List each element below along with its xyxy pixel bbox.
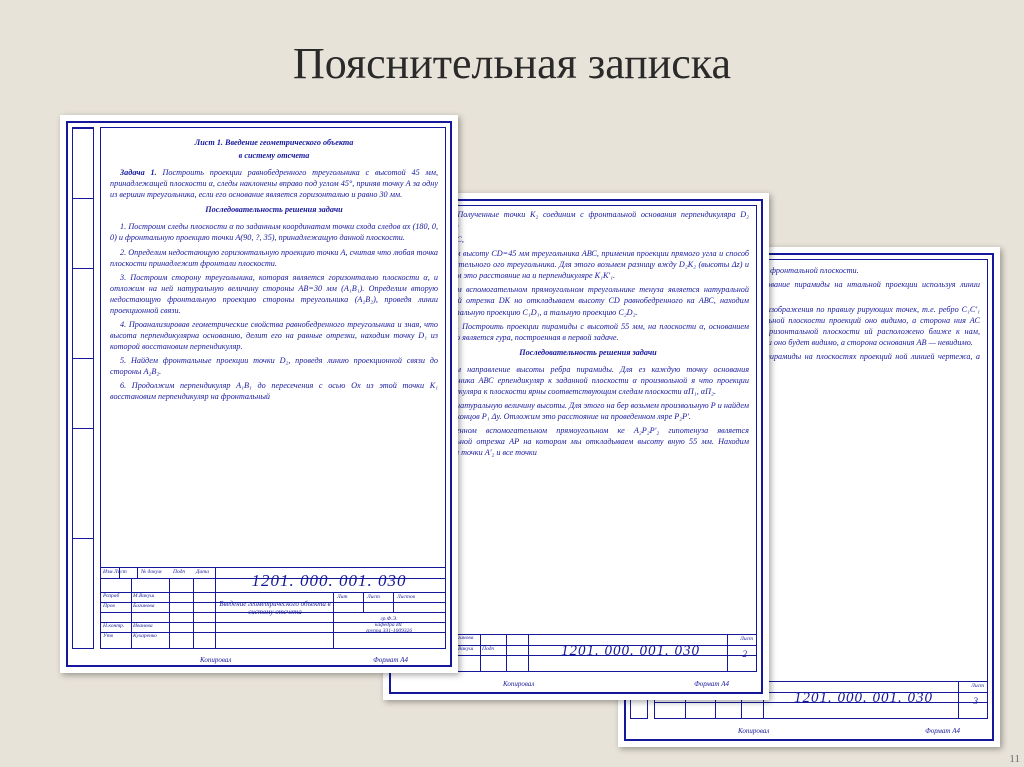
sheet-1: Лист 1. Введение геометрического объекта…	[60, 115, 458, 673]
s2-task: Построить проекции пирамиды с высотой 55…	[427, 322, 749, 342]
s1-p4: 4. Проанализировав геометрические свойст…	[110, 319, 438, 352]
copy-1: Копировал	[200, 656, 231, 664]
s1-p1: 1. Построим следы плоскости α по заданны…	[110, 221, 438, 243]
fmt-3: Формат А4	[925, 727, 960, 735]
copy-3: Копировал	[738, 727, 769, 735]
s2-p2: ка АВС,	[427, 234, 749, 245]
s1-p3: 3. Построим сторону треугольника, котора…	[110, 272, 438, 316]
slide-page-number: 11	[1009, 753, 1020, 765]
s2-p6: йдем натуральную величину высоты. Для эт…	[427, 400, 749, 422]
s1-p5: 5. Найдем фронтальные проекции точки D₂,…	[110, 355, 438, 377]
copy-2: Копировал	[503, 680, 534, 688]
list-2: 2	[743, 649, 748, 659]
title-block-1: Изм Лист № докум Подп Дата Разраб М.Ваку…	[100, 567, 446, 649]
s1-task-lbl: Задача 1.	[120, 168, 157, 177]
s1-p6: 6. Продолжим перпендикуляр А₁В₁ до перес…	[110, 380, 438, 402]
s1-task: Построить проекции равнобедренного треуг…	[110, 168, 438, 199]
drawing-num-3: 1201. 000. 001. 030	[770, 690, 957, 707]
fmt-2: Формат А4	[694, 680, 729, 688]
s2-p7: полученном вспомогательном прямоугольном…	[427, 425, 749, 458]
s2-p3: троим высоту СD=45 мм треугольника АВС, …	[427, 248, 749, 281]
drawing-num-1: 1201. 000. 001. 030	[219, 571, 439, 591]
s2-seq: Последовательность решения задачи	[427, 347, 749, 358]
slide-title: Пояснительная записка	[0, 38, 1024, 89]
title-block-2: Разраб Багинова Изм Лист М.Вакуш Подп 12…	[419, 634, 757, 672]
stamp-group: гр.Ф.Э. кафедра ИГ группа 331-1009326	[337, 616, 441, 634]
s2-p4: ченном вспомогательном прямоугольном тре…	[427, 284, 749, 317]
s1-seq: Последовательность решения задачи	[110, 204, 438, 215]
s1-h2: в систему отсчета	[110, 150, 438, 161]
s1-p2: 2. Определим недостающую горизонтальную …	[110, 247, 438, 269]
s2-p5: еделим направление высоты ребра пирамиды…	[427, 364, 749, 397]
page-stack: его основания пирамиды на фронтальной пл…	[0, 115, 1024, 767]
drawing-num-2: 1201. 000. 001. 030	[535, 643, 726, 660]
stamp-sub: Введение геометрического объекта в систе…	[219, 600, 331, 616]
s2-p1: сти. Полученные точки К₂ соединим с фрон…	[427, 209, 749, 231]
s1-h1: Лист 1. Введение геометрического объекта	[110, 137, 438, 148]
list-3: 3	[974, 696, 979, 706]
fmt-1: Формат А4	[373, 656, 408, 664]
